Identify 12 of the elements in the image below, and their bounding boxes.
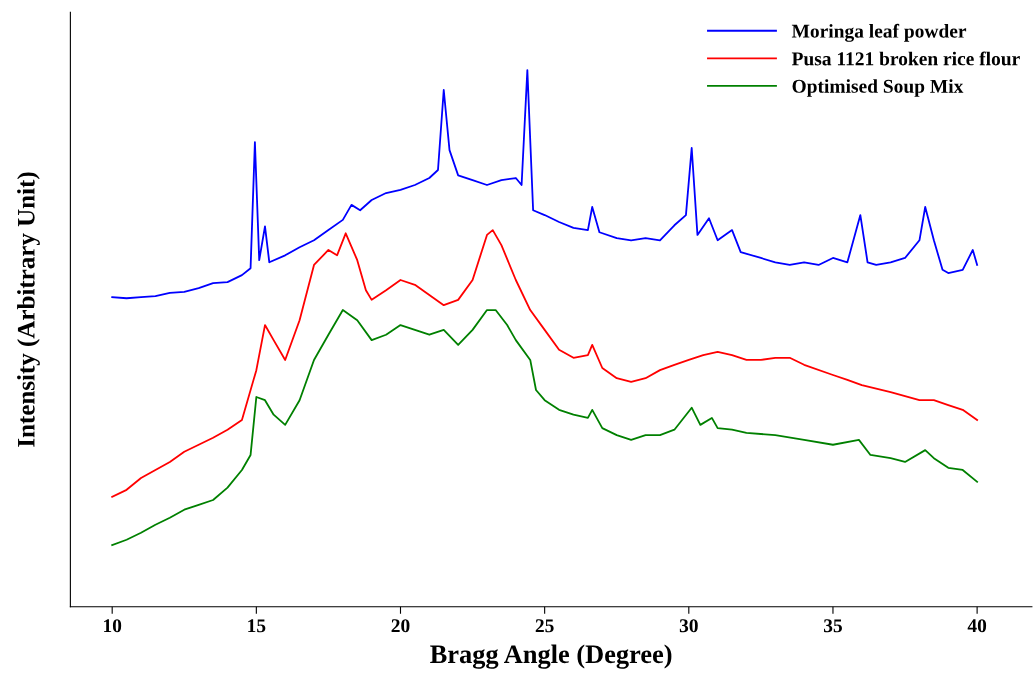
x-tick-label: 20 (391, 619, 410, 633)
legend-label: Moringa leaf powder (791, 23, 967, 42)
legend-label: Optimised Soup Mix (792, 79, 964, 97)
x-tick-label: 35 (823, 619, 842, 633)
x-tick-label: 10 (104, 619, 122, 633)
x-tick-label: 15 (248, 619, 266, 633)
x-axis-title: Bragg Angle (Degree) (430, 644, 672, 669)
y-axis-title: Intensity (Arbitrary Unit) (17, 172, 40, 447)
x-tick-label: 25 (535, 619, 554, 633)
x-tick-label: 30 (679, 619, 698, 633)
legend-label: Pusa 1121 broken rice flour (791, 51, 1020, 66)
x-tick-label: 40 (967, 619, 987, 633)
